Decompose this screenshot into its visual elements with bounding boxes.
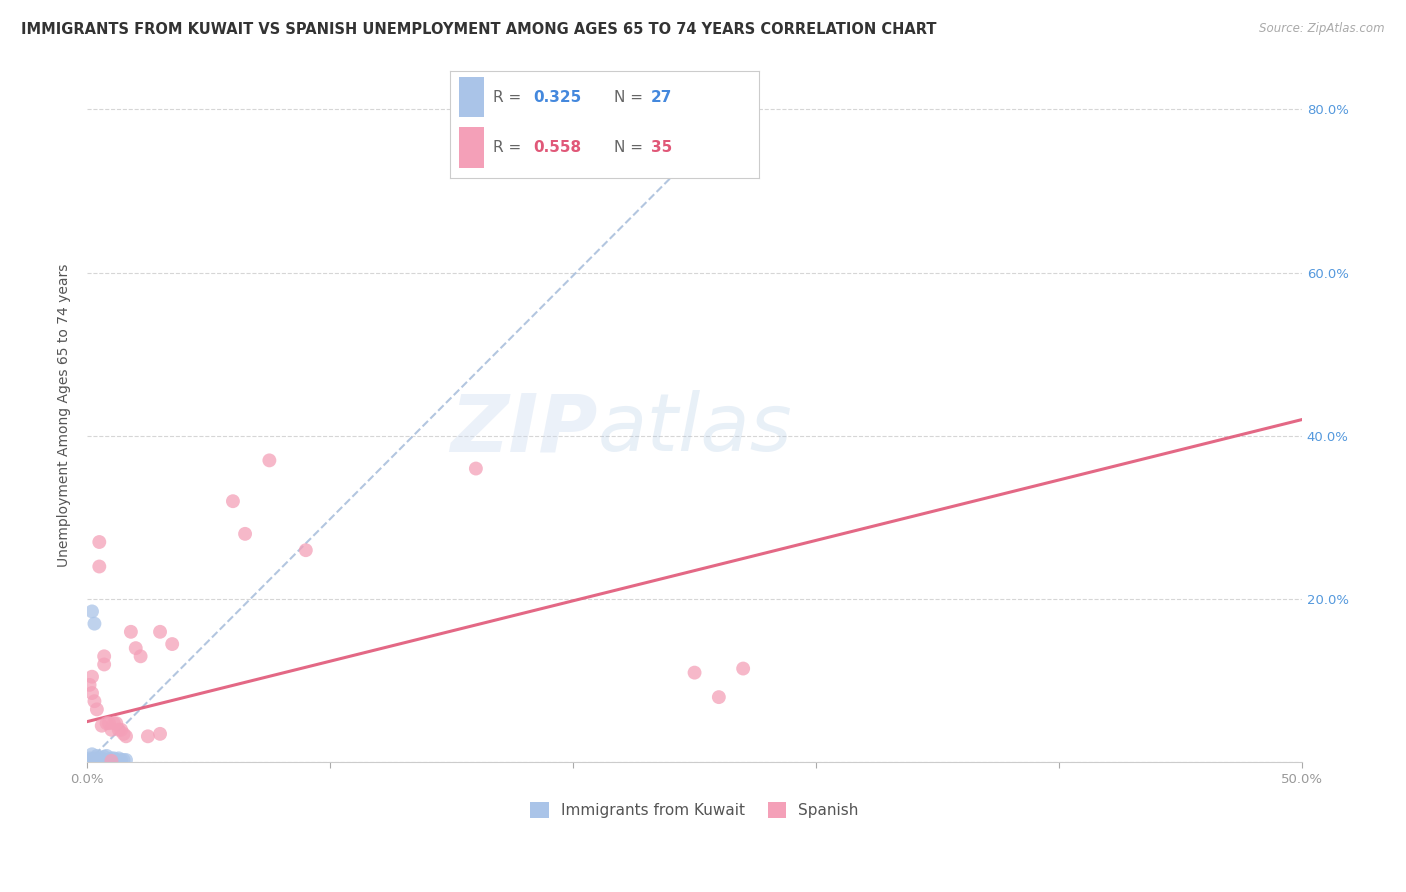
Point	[96, 716, 118, 731]
Point	[110, 723, 132, 737]
Point	[105, 753, 128, 767]
Text: 35: 35	[651, 140, 672, 155]
Point	[96, 748, 118, 763]
Point	[83, 754, 105, 768]
Point	[129, 649, 152, 664]
Point	[93, 649, 115, 664]
Point	[98, 753, 121, 767]
Point	[115, 753, 138, 767]
Point	[90, 751, 112, 765]
Point	[80, 747, 103, 762]
Point	[86, 753, 108, 767]
Point	[79, 751, 101, 765]
Point	[80, 754, 103, 768]
Point	[733, 661, 755, 675]
Point	[115, 729, 138, 743]
Point	[105, 716, 128, 731]
Point	[80, 670, 103, 684]
Point	[125, 641, 148, 656]
Point	[464, 461, 486, 475]
Point	[149, 727, 172, 741]
Point	[90, 719, 112, 733]
Y-axis label: Unemployment Among Ages 65 to 74 years: Unemployment Among Ages 65 to 74 years	[58, 264, 72, 567]
Point	[160, 637, 183, 651]
Point	[86, 748, 108, 763]
Point	[110, 753, 132, 767]
Point	[295, 543, 318, 558]
Point	[79, 753, 101, 767]
Point	[79, 678, 101, 692]
Text: R =: R =	[494, 140, 526, 155]
Point	[83, 751, 105, 765]
Text: IMMIGRANTS FROM KUWAIT VS SPANISH UNEMPLOYMENT AMONG AGES 65 TO 74 YEARS CORRELA: IMMIGRANTS FROM KUWAIT VS SPANISH UNEMPL…	[21, 22, 936, 37]
Point	[707, 690, 730, 705]
Point	[103, 716, 125, 731]
Point	[112, 753, 135, 767]
Point	[120, 624, 142, 639]
Point	[89, 535, 111, 549]
Point	[222, 494, 245, 508]
Point	[683, 665, 706, 680]
Point	[89, 753, 111, 767]
FancyBboxPatch shape	[460, 77, 484, 118]
Point	[93, 753, 115, 767]
Point	[83, 616, 105, 631]
Point	[80, 686, 103, 700]
Point	[89, 559, 111, 574]
Point	[83, 694, 105, 708]
Point	[233, 526, 256, 541]
Text: atlas: atlas	[598, 391, 792, 468]
Point	[149, 624, 172, 639]
Text: 27: 27	[651, 89, 672, 104]
Point	[136, 729, 159, 743]
Text: N =: N =	[614, 140, 648, 155]
Point	[112, 727, 135, 741]
Legend: Immigrants from Kuwait, Spanish: Immigrants from Kuwait, Spanish	[524, 796, 865, 824]
Point	[100, 723, 122, 737]
Point	[103, 751, 125, 765]
Point	[100, 751, 122, 765]
Point	[93, 657, 115, 672]
Point	[259, 453, 281, 467]
Point	[96, 753, 118, 767]
Point	[98, 716, 121, 731]
Point	[79, 754, 101, 768]
Point	[107, 751, 129, 765]
Text: ZIP: ZIP	[450, 391, 598, 468]
Point	[93, 749, 115, 764]
Text: R =: R =	[494, 89, 526, 104]
Text: 0.558: 0.558	[533, 140, 582, 155]
Point	[90, 753, 112, 767]
Point	[86, 702, 108, 716]
Text: Source: ZipAtlas.com: Source: ZipAtlas.com	[1260, 22, 1385, 36]
Point	[89, 751, 111, 765]
Point	[107, 723, 129, 737]
Text: 0.325: 0.325	[533, 89, 582, 104]
Point	[80, 604, 103, 618]
FancyBboxPatch shape	[460, 127, 484, 168]
Point	[100, 754, 122, 768]
Text: N =: N =	[614, 89, 648, 104]
